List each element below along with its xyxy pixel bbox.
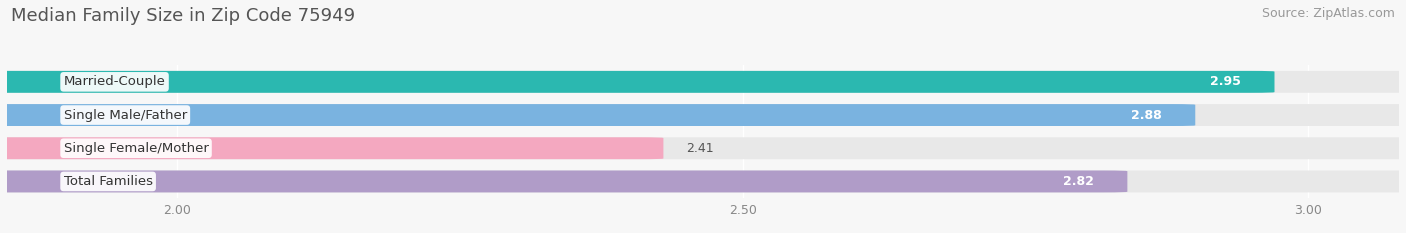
FancyBboxPatch shape: [0, 171, 1406, 192]
Text: Total Families: Total Families: [63, 175, 153, 188]
FancyBboxPatch shape: [0, 137, 664, 159]
Text: Single Male/Father: Single Male/Father: [63, 109, 187, 122]
Text: Source: ZipAtlas.com: Source: ZipAtlas.com: [1261, 7, 1395, 20]
Text: 2.82: 2.82: [1063, 175, 1094, 188]
Text: Married-Couple: Married-Couple: [63, 75, 166, 88]
FancyBboxPatch shape: [0, 71, 1274, 93]
Text: 2.88: 2.88: [1130, 109, 1161, 122]
Text: Median Family Size in Zip Code 75949: Median Family Size in Zip Code 75949: [11, 7, 356, 25]
FancyBboxPatch shape: [0, 71, 1406, 93]
FancyBboxPatch shape: [0, 104, 1406, 126]
FancyBboxPatch shape: [0, 104, 1195, 126]
Text: Single Female/Mother: Single Female/Mother: [63, 142, 208, 155]
FancyBboxPatch shape: [0, 171, 1128, 192]
FancyBboxPatch shape: [0, 137, 1406, 159]
Text: 2.95: 2.95: [1209, 75, 1240, 88]
Text: 2.41: 2.41: [686, 142, 714, 155]
